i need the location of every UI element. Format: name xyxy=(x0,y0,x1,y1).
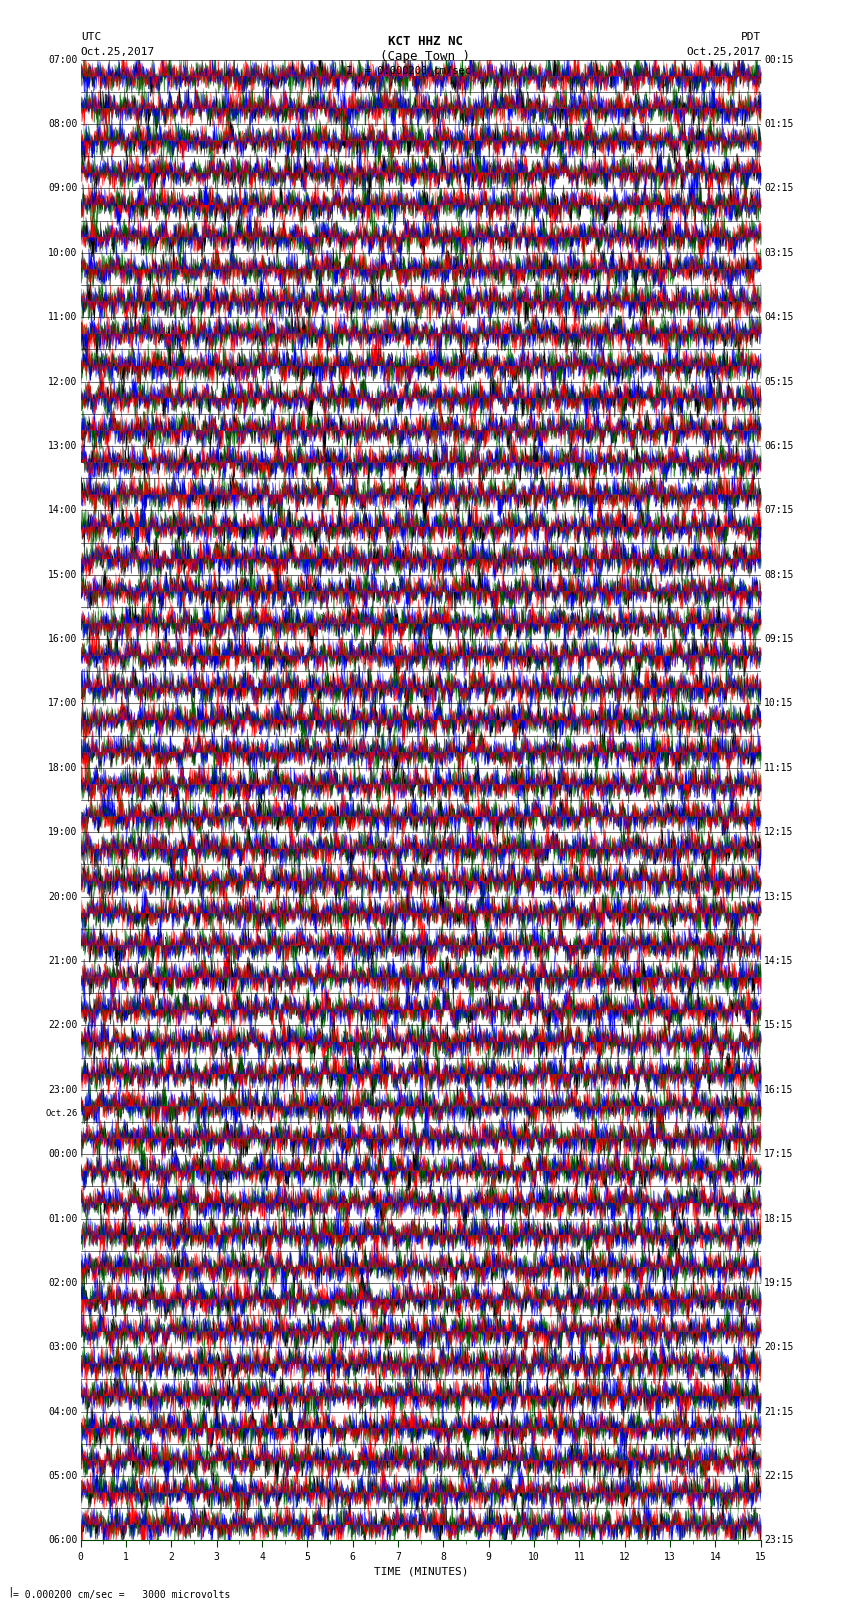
Text: 23:00: 23:00 xyxy=(48,1086,77,1095)
Text: 17:15: 17:15 xyxy=(764,1148,794,1160)
Text: 20:00: 20:00 xyxy=(48,892,77,902)
Text: 03:15: 03:15 xyxy=(764,248,794,258)
Text: 21:15: 21:15 xyxy=(764,1407,794,1416)
Text: 22:15: 22:15 xyxy=(764,1471,794,1481)
Text: 16:15: 16:15 xyxy=(764,1086,794,1095)
Text: 18:00: 18:00 xyxy=(48,763,77,773)
Text: 13:15: 13:15 xyxy=(764,892,794,902)
Text: 05:00: 05:00 xyxy=(48,1471,77,1481)
Text: 12:15: 12:15 xyxy=(764,827,794,837)
Text: 14:15: 14:15 xyxy=(764,957,794,966)
Text: |: | xyxy=(7,1586,14,1597)
Text: 19:15: 19:15 xyxy=(764,1277,794,1287)
Text: 16:00: 16:00 xyxy=(48,634,77,644)
Text: 11:15: 11:15 xyxy=(764,763,794,773)
Text: 19:00: 19:00 xyxy=(48,827,77,837)
Text: I  = 0.000200 cm/sec: I = 0.000200 cm/sec xyxy=(345,66,471,76)
Text: 20:15: 20:15 xyxy=(764,1342,794,1352)
Text: UTC: UTC xyxy=(81,32,101,42)
Text: 18:15: 18:15 xyxy=(764,1213,794,1224)
Text: 08:15: 08:15 xyxy=(764,569,794,579)
Text: 10:15: 10:15 xyxy=(764,698,794,708)
X-axis label: TIME (MINUTES): TIME (MINUTES) xyxy=(373,1566,468,1576)
Text: 15:00: 15:00 xyxy=(48,569,77,579)
Text: 17:00: 17:00 xyxy=(48,698,77,708)
Text: (Cape Town ): (Cape Town ) xyxy=(380,50,470,63)
Text: 00:00: 00:00 xyxy=(48,1148,77,1160)
Text: 07:00: 07:00 xyxy=(48,55,77,65)
Text: Oct.26: Oct.26 xyxy=(45,1108,77,1118)
Text: 08:00: 08:00 xyxy=(48,119,77,129)
Text: 03:00: 03:00 xyxy=(48,1342,77,1352)
Text: 13:00: 13:00 xyxy=(48,440,77,452)
Text: 14:00: 14:00 xyxy=(48,505,77,515)
Text: Oct.25,2017: Oct.25,2017 xyxy=(687,47,761,56)
Text: Oct.25,2017: Oct.25,2017 xyxy=(81,47,155,56)
Text: 02:00: 02:00 xyxy=(48,1277,77,1287)
Text: 00:15: 00:15 xyxy=(764,55,794,65)
Text: 21:00: 21:00 xyxy=(48,957,77,966)
Text: 02:15: 02:15 xyxy=(764,184,794,194)
Text: 12:00: 12:00 xyxy=(48,376,77,387)
Text: 07:15: 07:15 xyxy=(764,505,794,515)
Text: 15:15: 15:15 xyxy=(764,1021,794,1031)
Text: = 0.000200 cm/sec =   3000 microvolts: = 0.000200 cm/sec = 3000 microvolts xyxy=(13,1590,230,1600)
Text: 22:00: 22:00 xyxy=(48,1021,77,1031)
Text: 09:15: 09:15 xyxy=(764,634,794,644)
Text: 05:15: 05:15 xyxy=(764,376,794,387)
Text: 09:00: 09:00 xyxy=(48,184,77,194)
Text: 10:00: 10:00 xyxy=(48,248,77,258)
Text: 01:00: 01:00 xyxy=(48,1213,77,1224)
Text: 04:00: 04:00 xyxy=(48,1407,77,1416)
Text: 01:15: 01:15 xyxy=(764,119,794,129)
Text: 06:00: 06:00 xyxy=(48,1536,77,1545)
Text: PDT: PDT xyxy=(740,32,761,42)
Text: 06:15: 06:15 xyxy=(764,440,794,452)
Text: 04:15: 04:15 xyxy=(764,313,794,323)
Text: 11:00: 11:00 xyxy=(48,313,77,323)
Text: 23:15: 23:15 xyxy=(764,1536,794,1545)
Text: KCT HHZ NC: KCT HHZ NC xyxy=(388,35,462,48)
